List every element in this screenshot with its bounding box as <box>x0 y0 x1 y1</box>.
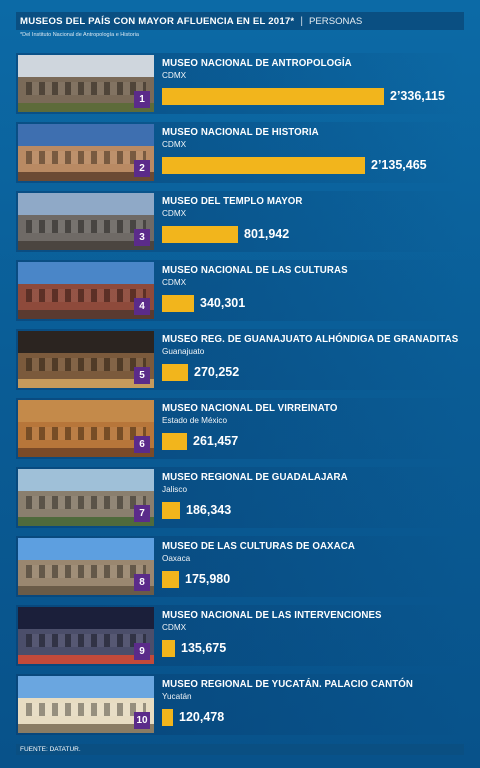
rank-badge: 4 <box>134 298 150 315</box>
museum-name: MUSEO REG. DE GUANAJUATO ALHÓNDIGA DE GR… <box>162 334 459 345</box>
value-bar <box>162 295 194 312</box>
museum-name: MUSEO DEL TEMPLO MAYOR <box>162 196 303 207</box>
museum-name: MUSEO REGIONAL DE YUCATÁN. PALACIO CANTÓ… <box>162 679 413 690</box>
rank-badge: 7 <box>134 505 150 522</box>
museum-location: Oaxaca <box>162 554 191 563</box>
chart-footer: FUENTE: DATATUR. <box>16 744 464 755</box>
museum-location: CDMX <box>162 209 187 218</box>
chart-header: MUSEOS DEL PAÍS CON MAYOR AFLUENCIA EN E… <box>16 12 464 30</box>
rank-badge: 2 <box>134 160 150 177</box>
museum-photo <box>18 55 154 112</box>
rank-badge: 9 <box>134 643 150 660</box>
museum-photo <box>18 331 154 388</box>
museum-row: 8 MUSEO DE LAS CULTURAS DE OAXACA Oaxaca 17… <box>16 536 464 597</box>
museum-name: MUSEO NACIONAL DE HISTORIA <box>162 127 319 138</box>
rank-badge: 8 <box>134 574 150 591</box>
value-bar <box>162 226 238 243</box>
museum-row: 3 MUSEO DEL TEMPLO MAYOR CDMX 801,942 <box>16 191 464 252</box>
museum-row: 4 MUSEO NACIONAL DE LAS CULTURAS CDMX 340,3… <box>16 260 464 321</box>
museum-photo <box>18 400 154 457</box>
value-bar <box>162 502 180 519</box>
value-label: 120,478 <box>179 710 225 724</box>
value-label: 175,980 <box>185 572 231 586</box>
rank-badge: 6 <box>134 436 150 453</box>
museum-row: 5 MUSEO REG. DE GUANAJUATO ALHÓNDIGA DE G… <box>16 329 464 390</box>
museum-location: CDMX <box>162 140 187 149</box>
museum-location: Guanajuato <box>162 347 205 356</box>
rank-badge: 10 <box>134 712 150 729</box>
museum-location: Yucatán <box>162 692 192 701</box>
chart-title: MUSEOS DEL PAÍS CON MAYOR AFLUENCIA EN E… <box>20 15 295 27</box>
museum-name: MUSEO NACIONAL DEL VIRREINATO <box>162 403 338 414</box>
value-label: 801,942 <box>244 227 290 241</box>
value-bar <box>162 640 175 657</box>
header-separator: | <box>300 15 303 27</box>
value-bar <box>162 157 365 174</box>
value-label: 2’336,115 <box>390 89 445 103</box>
value-bar <box>162 709 173 726</box>
unit-label: PERSONAS <box>308 15 363 27</box>
value-label: 270,252 <box>194 365 240 379</box>
museum-photo <box>18 607 154 664</box>
museum-name: MUSEO NACIONAL DE LAS CULTURAS <box>162 265 348 276</box>
value-label: 261,457 <box>193 434 239 448</box>
value-label: 186,343 <box>186 503 232 517</box>
source-note: FUENTE: DATATUR. <box>20 746 81 753</box>
museum-location: CDMX <box>162 623 187 632</box>
value-bar <box>162 88 384 105</box>
museum-location: Jalisco <box>162 485 188 494</box>
footnote: *Del Instituto Nacional de Antropología … <box>20 32 139 38</box>
value-bar <box>162 433 187 450</box>
museum-photo <box>18 676 154 733</box>
museum-location: Estado de México <box>162 416 228 425</box>
museum-name: MUSEO NACIONAL DE ANTROPOLOGÍA <box>162 58 352 69</box>
museum-name: MUSEO NACIONAL DE LAS INTERVENCIONES <box>162 610 382 621</box>
value-label: 2’135,465 <box>371 158 427 172</box>
museum-location: CDMX <box>162 278 187 287</box>
rank-badge: 3 <box>134 229 150 246</box>
museum-row: 6 MUSEO NACIONAL DEL VIRREINATO Estado de … <box>16 398 464 459</box>
museum-photo <box>18 469 154 526</box>
museum-photo <box>18 538 154 595</box>
museum-name: MUSEO DE LAS CULTURAS DE OAXACA <box>162 541 355 552</box>
museum-photo <box>18 124 154 181</box>
museum-row: 7 MUSEO REGIONAL DE GUADALAJARA Jalisco 186… <box>16 467 464 528</box>
value-label: 340,301 <box>200 296 246 310</box>
value-bar <box>162 571 179 588</box>
value-bar <box>162 364 188 381</box>
museum-row: 10 MUSEO REGIONAL DE YUCATÁN. PALACIO CAN… <box>16 674 464 735</box>
value-label: 135,675 <box>181 641 227 655</box>
museum-row: 2 MUSEO NACIONAL DE HISTORIA CDMX 2’135,465 <box>16 122 464 183</box>
museum-photo <box>18 262 154 319</box>
rank-badge: 5 <box>134 367 150 384</box>
rank-badge: 1 <box>134 91 150 108</box>
museum-row: 1 MUSEO NACIONAL DE ANTROPOLOGÍA CDMX 2’336… <box>16 53 464 114</box>
museum-location: CDMX <box>162 71 187 80</box>
museum-photo <box>18 193 154 250</box>
museum-row: 9 MUSEO NACIONAL DE LAS INTERVENCIONES CDM… <box>16 605 464 666</box>
museum-name: MUSEO REGIONAL DE GUADALAJARA <box>162 472 348 483</box>
